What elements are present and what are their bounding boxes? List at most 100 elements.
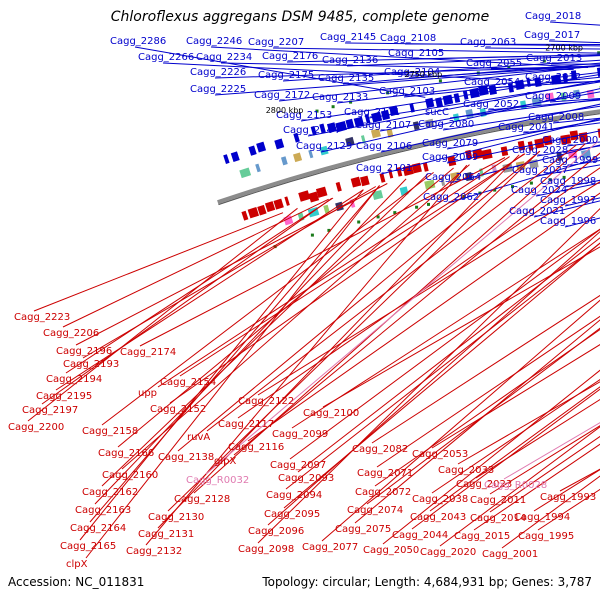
reverse-gene-label-leader [489, 435, 600, 513]
forward-cds-track-segment [293, 132, 300, 143]
forward-gene-label-leader [446, 119, 600, 150]
reverse-gene-label-leader [257, 181, 600, 396]
rna-gene-label: Cagg_R0028 [484, 480, 547, 491]
reverse-gene-label-leader [321, 299, 600, 542]
rna-gene-label-leader [205, 141, 598, 475]
reverse-gene-label-leader [85, 185, 380, 559]
reverse-gene-label: Cagg_2014 [470, 513, 526, 524]
reverse-gene-label-leader [169, 153, 525, 404]
inner-gc-dot [376, 215, 380, 219]
reverse-cds-track-segment [569, 130, 579, 141]
forward-annotation-track-segment [293, 152, 303, 163]
reverse-gene-label: Cagg_2174 [120, 347, 176, 358]
forward-gene-label-leader [278, 64, 600, 102]
reverse-gene-label: Cagg_2043 [410, 512, 466, 523]
reverse-cds-track-segment [447, 155, 457, 167]
forward-annotation-track-segment [308, 149, 314, 159]
reverse-gene-label-leader [89, 185, 380, 523]
reverse-gene-label-leader [247, 192, 600, 442]
reverse-gene-label: Cagg_2200 [8, 422, 64, 433]
forward-gene-label: Cagg_2012 [525, 72, 581, 83]
forward-gene-label: Cagg_2135 [318, 73, 374, 84]
forward-gene-label: Cagg_2041 [498, 122, 554, 133]
forward-gene-label: Cagg_2000 [542, 135, 598, 146]
forward-cds-track-segment [310, 125, 317, 136]
reverse-gene-label: Cagg_2206 [43, 328, 99, 339]
reverse-gene-label: Cagg_2197 [22, 405, 78, 416]
reverse-gene-label-leader [475, 398, 600, 479]
forward-gene-label: Cagg_2175 [258, 70, 314, 81]
reverse-gene-label-leader [79, 189, 364, 541]
forward-cds-track-segment [364, 114, 371, 124]
forward-gene-label: sucC [425, 107, 449, 118]
forward-gene-label: Cagg_2080 [418, 119, 474, 130]
reverse-gene-label: Cagg_2094 [266, 490, 322, 501]
forward-gene-label: Cagg_2106 [356, 141, 412, 152]
genome-stats-text: Topology: circular; Length: 4,684,931 bp… [262, 575, 592, 589]
reverse-gene-label: Cagg_2075 [335, 524, 391, 535]
reverse-gene-label-leader [82, 186, 377, 359]
reverse-gene-label: Cagg_2162 [82, 487, 138, 498]
reverse-gene-label: Cagg_2074 [347, 505, 403, 516]
reverse-gene-label: Cagg_2100 [303, 408, 359, 419]
reverse-annotation-track-segment [440, 177, 446, 187]
forward-gene-label-leader [210, 46, 589, 68]
reverse-gene-label: Cagg_2196 [56, 346, 112, 357]
outer-gc-dot [331, 105, 335, 109]
forward-gene-label: Cagg_2063 [460, 37, 516, 48]
inner-gc-dot [415, 205, 419, 209]
reverse-gene-label-leader [429, 386, 600, 512]
reverse-gene-label: Cagg_2193 [63, 359, 119, 370]
reverse-gene-label: Cagg_2001 [482, 549, 538, 560]
reverse-gene-label-leader [157, 154, 520, 529]
forward-annotation-track-segment [412, 121, 420, 131]
forward-gene-label-leader [272, 47, 600, 54]
reverse-cds-track-segment [241, 210, 249, 221]
forward-gene-label: Cagg_1996 [540, 216, 596, 227]
reverse-cds-track-segment [308, 191, 320, 203]
reverse-annotation-track-segment [581, 149, 591, 159]
forward-gene-label: Cagg_2145 [320, 32, 376, 43]
forward-gene-label: Cagg_2234 [196, 52, 252, 63]
reverse-gene-label: Cagg_2163 [75, 505, 131, 516]
reverse-gene-label-leader [117, 167, 454, 448]
forward-gene-label: Cagg_2129 [296, 141, 352, 152]
inner-gc-dot [511, 185, 514, 189]
reverse-gene-label-leader [371, 294, 600, 444]
outer-gc-dot [386, 91, 390, 95]
gene-labels: Cagg_2286 Cagg_2246 Cagg_2207 Cagg_2145 Cagg… [8, 11, 598, 570]
forward-gene-label: Cagg_2225 [190, 84, 246, 95]
reverse-gene-label-leader [267, 231, 600, 526]
forward-gene-label: Cagg_2017 [524, 30, 580, 41]
reverse-gene-label: Cagg_2132 [126, 546, 182, 557]
forward-annotation-track-segment [360, 135, 366, 144]
inner-gc-dot [393, 211, 397, 215]
reverse-gene-label: Cagg_2195 [36, 391, 92, 402]
inner-gc-dot [273, 245, 277, 249]
forward-gene-label-leader [379, 91, 600, 132]
reverse-annotation-track-segment [323, 204, 330, 214]
reverse-gene-label: upp [138, 388, 157, 399]
genome-backbone-edge [218, 113, 600, 206]
reverse-gene-label: Cagg_1994 [514, 512, 570, 523]
forward-gene-label: Cagg_2107 [355, 120, 411, 131]
forward-gene-label-leader [134, 46, 426, 98]
forward-gene-label-leader [214, 66, 595, 96]
scale-tick-label: 2750 kbp [405, 70, 443, 79]
scale-tick-label: 2800 kbp [266, 106, 304, 115]
reverse-cds-track-segment [247, 207, 260, 219]
forward-cds-track-segment [248, 145, 257, 156]
forward-gene-label: Cagg_2064 [425, 172, 481, 183]
forward-gene-label: Cagg_2021 [509, 206, 565, 217]
inner-gc-dot [310, 233, 314, 237]
forward-gene-label-leader [320, 88, 600, 153]
forward-gene-label: Cagg_2246 [186, 36, 242, 47]
forward-cds-track-segment [353, 116, 365, 128]
forward-cds-track-segment [274, 138, 285, 150]
reverse-gene-label-leader [94, 178, 407, 505]
forward-gene-label: Cagg_2018 [525, 11, 581, 22]
reverse-gene-label-leader [101, 173, 429, 487]
reverse-gene-label: Cagg_2023 [456, 479, 512, 490]
